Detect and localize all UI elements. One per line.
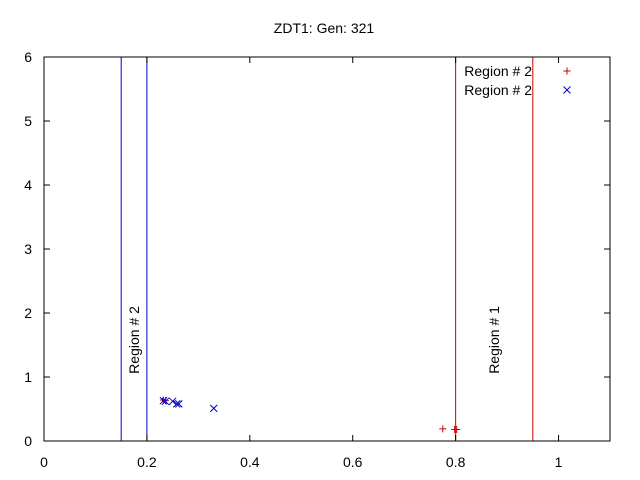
x-tick-label-5: 1: [555, 454, 563, 470]
y-tick-label-0: 0: [24, 433, 32, 449]
series-0-point-2: [439, 425, 447, 433]
series-1-point-0: [159, 396, 168, 405]
y-tick-label-6: 6: [24, 49, 32, 65]
y-tick-label-3: 3: [24, 241, 32, 257]
series-1-point-5: [209, 404, 218, 413]
region-0-label: Region # 2: [126, 306, 142, 374]
x-tick-label-0: 0: [40, 454, 48, 470]
series-1-point-2-d2: [168, 397, 177, 406]
legend: Region # 2 Region # 2: [464, 63, 571, 98]
regions-layer: Region # 2 Region # 1: [120, 57, 534, 441]
x-tick-label-4: 0.8: [446, 454, 466, 470]
legend-label-1: Region # 2: [464, 82, 532, 98]
x-tick-label-2: 0.4: [240, 454, 260, 470]
chart-title: ZDT1: Gen: 321: [274, 20, 375, 36]
series-1-point-5-d2: [209, 404, 218, 413]
y-tick-label-5: 5: [24, 113, 32, 129]
legend-marker-0: [563, 67, 571, 75]
series-1-point-1-d2: [161, 397, 170, 406]
y-tick-label-4: 4: [24, 177, 32, 193]
series-1-point-4: [174, 400, 183, 408]
series-1-point-1: [161, 397, 170, 406]
series-1-point-0-d2: [159, 396, 168, 405]
series-1-point-3: [172, 400, 181, 408]
legend-marker-1-d2: [563, 86, 571, 94]
axis-ticks: 0 0.2 0.4 0.6 0.8 1 0 1 2 3 4 5 6: [24, 49, 610, 470]
y-tick-label-2: 2: [24, 305, 32, 321]
series-1-point-4-d2: [174, 400, 183, 408]
x-tick-label-1: 0.2: [137, 454, 157, 470]
series-1-point-2: [168, 397, 177, 406]
plot-frame: [43, 56, 611, 442]
x-tick-label-3: 0.6: [343, 454, 363, 470]
data-points: [159, 396, 461, 433]
y-tick-label-1: 1: [24, 369, 32, 385]
series-1-point-3-d2: [172, 400, 181, 408]
legend-label-0: Region # 2: [464, 63, 532, 79]
region-1-label: Region # 1: [486, 306, 502, 374]
legend-marker-1: [563, 86, 571, 94]
series-0-point-4: [453, 425, 461, 433]
